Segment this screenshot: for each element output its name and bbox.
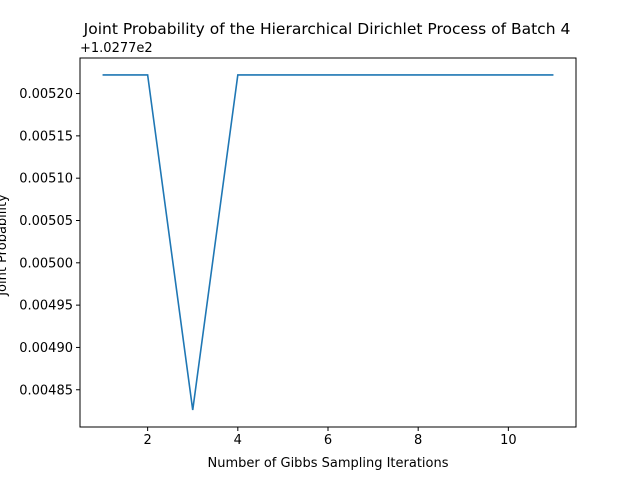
- chart-title: Joint Probability of the Hierarchical Di…: [83, 20, 571, 38]
- y-tick-label: 0.00505: [19, 214, 73, 229]
- y-tick-label: 0.00490: [19, 341, 73, 356]
- y-axis-label: Joint Probability: [0, 194, 10, 297]
- x-tick-label: 6: [324, 433, 332, 448]
- series-line: [102, 74, 554, 411]
- y-tick-label: 0.00510: [19, 172, 73, 187]
- y-tick-label: 0.00500: [19, 256, 73, 271]
- y-tick-label: 0.00485: [19, 383, 73, 398]
- x-tick-label: 8: [414, 433, 422, 448]
- x-tick-label: 2: [143, 433, 151, 448]
- y-offset-label: +1.0277e2: [80, 41, 153, 56]
- x-tick-label: 10: [500, 433, 517, 448]
- x-tick-label: 4: [234, 433, 242, 448]
- plot-area: 2 4 6 8 10 0.00485 0.00490 0.00495 0.00500 0.0050…: [19, 57, 577, 448]
- y-tick-label: 0.00515: [19, 129, 73, 144]
- axes-frame: [79, 57, 577, 428]
- x-axis-label: Number of Gibbs Sampling Iterations: [207, 456, 448, 471]
- y-tick-label: 0.00495: [19, 299, 73, 314]
- y-tick-label: 0.00520: [19, 87, 73, 102]
